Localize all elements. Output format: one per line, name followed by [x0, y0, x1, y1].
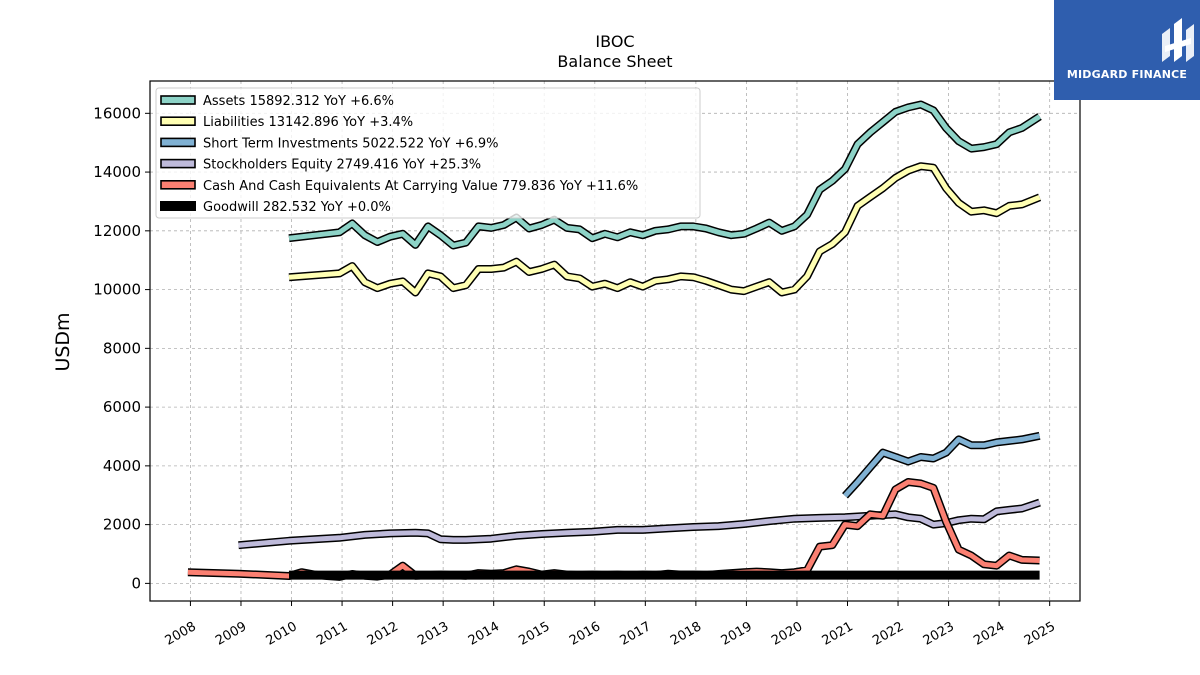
legend-item: Assets 15892.312 YoY +6.6%: [160, 94, 394, 109]
series-assets: [288, 100, 1042, 250]
x-tick-label: 2008: [163, 619, 199, 649]
y-axis-ticks: 0 2000 4000 6000 8000 10000 12000 14000 16000: [93, 104, 150, 592]
y-tick-label: 12000: [93, 222, 141, 240]
legend-label: Liabilities 13142.896 YoY +3.4%: [203, 115, 413, 130]
series-outline: [238, 498, 1041, 550]
legend-swatch: [160, 137, 196, 148]
brand-mark-icon: [1162, 18, 1194, 62]
legend-item: Cash And Cash Equivalents At Carrying Va…: [160, 179, 638, 194]
series-short-term-investments: [842, 431, 1041, 499]
x-tick-label: 2022: [870, 619, 906, 649]
legend-label: Assets 15892.312 YoY +6.6%: [203, 94, 394, 109]
x-tick-label: 2012: [365, 619, 401, 649]
y-tick-label: 2000: [103, 516, 141, 534]
chart-subtitle: Balance Sheet: [557, 52, 672, 71]
plot-frame: [149, 80, 1081, 602]
x-tick-label: 2015: [516, 619, 552, 649]
x-tick-label: 2016: [567, 619, 603, 649]
x-tick-label: 2021: [820, 619, 856, 649]
legend-label: Cash And Cash Equivalents At Carrying Va…: [203, 179, 638, 194]
series-line: [288, 102, 1041, 248]
legend-item: Goodwill 282.532 YoY +0.0%: [160, 200, 391, 215]
legend-item: Stockholders Equity 2749.416 YoY +25.3%: [160, 158, 481, 173]
legend-label: Short Term Investments 5022.522 YoY +6.9…: [203, 136, 499, 151]
x-tick-label: 2011: [314, 619, 350, 649]
y-axis-label: USDm: [52, 312, 74, 371]
x-tick-label: 2014: [466, 619, 502, 649]
legend-label: Stockholders Equity 2749.416 YoY +25.3%: [203, 158, 481, 173]
x-tick-label: 2023: [921, 619, 957, 649]
series-line: [238, 500, 1041, 548]
brand-name: MIDGARD FINANCE: [1066, 68, 1188, 81]
legend-swatch: [160, 158, 196, 169]
legend-swatch: [160, 180, 196, 190]
x-tick-label: 2017: [617, 619, 653, 649]
y-tick-label: 8000: [103, 339, 141, 357]
legend-swatch: [160, 201, 196, 211]
y-tick-label: 10000: [93, 281, 141, 299]
legend-item: Liabilities 13142.896 YoY +3.4%: [160, 115, 413, 130]
legend-swatch: [160, 95, 196, 105]
x-tick-label: 2010: [264, 619, 300, 649]
x-axis-ticks: 2008 2009 2010 2011 2012 2013 2014 2015 2016 2017…: [163, 601, 1058, 649]
legend-swatch: [160, 116, 196, 126]
series-line: [843, 433, 1041, 498]
y-tick-label: 6000: [103, 398, 141, 416]
x-tick-label: 2013: [415, 619, 451, 649]
x-tick-label: 2018: [668, 619, 704, 649]
legend-item: Short Term Investments 5022.522 YoY +6.9…: [160, 136, 499, 151]
x-tick-label: 2009: [213, 619, 249, 649]
y-tick-label: 0: [131, 574, 141, 592]
y-tick-label: 16000: [93, 104, 141, 122]
x-tick-label: 2019: [719, 619, 755, 649]
x-tick-label: 2024: [971, 619, 1007, 649]
legend-box: [155, 87, 701, 219]
y-tick-label: 14000: [93, 163, 141, 181]
series-line: [288, 163, 1041, 295]
y-tick-label: 4000: [103, 457, 141, 475]
series-liabilities: [288, 162, 1042, 297]
series-layer: [187, 100, 1042, 581]
x-tick-label: 2025: [1022, 619, 1058, 649]
legend: Assets 15892.312 YoY +6.6% Liabilities 13…: [155, 87, 701, 219]
x-tick-label: 2020: [769, 619, 805, 649]
chart-title: IBOC: [595, 32, 634, 51]
legend-label: Goodwill 282.532 YoY +0.0%: [203, 200, 391, 215]
series-stockholders-equity: [238, 498, 1041, 550]
brand-logo: MIDGARD FINANCE: [1054, 0, 1200, 100]
